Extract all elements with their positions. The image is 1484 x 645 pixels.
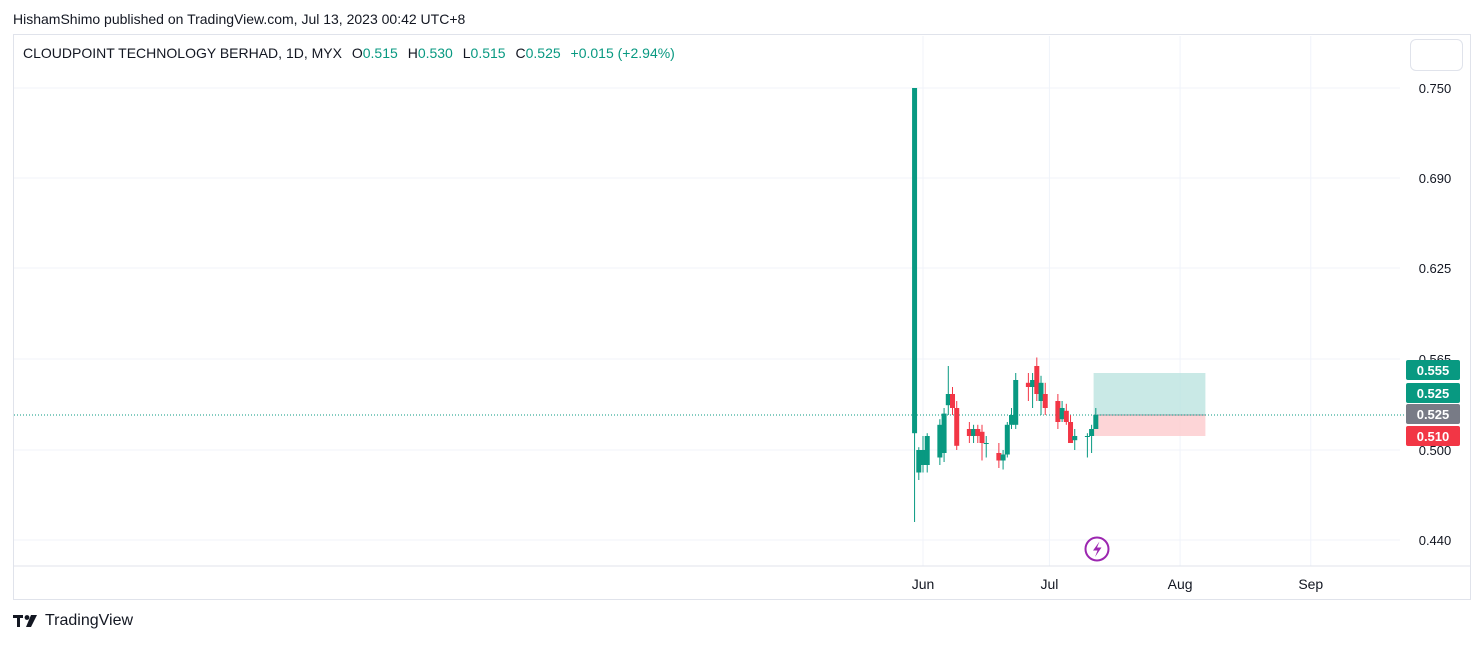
candle-body [1038, 382, 1044, 401]
candle-body [950, 394, 956, 408]
candle-body [996, 453, 1002, 461]
candle-body [1030, 380, 1036, 387]
candle-body [920, 450, 926, 465]
open-value: 0.515 [362, 45, 398, 61]
tradingview-brand: TradingView [45, 612, 134, 629]
stop-zone [1093, 415, 1206, 436]
candle-body [941, 413, 947, 453]
candle-body [979, 431, 985, 443]
candle-body [1089, 429, 1095, 436]
candle-body [1072, 436, 1078, 441]
price-badge-entry [1406, 383, 1460, 403]
candle-body [966, 429, 972, 436]
candle-body [983, 443, 989, 444]
price-badges: 0.555 0.525 0.525 0.510 [1406, 360, 1460, 446]
price-tick-label: 0.500 [1419, 443, 1452, 458]
price-tick-label: 0.690 [1419, 171, 1452, 186]
price-tick-label: 0.625 [1419, 261, 1452, 276]
price-badge-text: 0.525 [1417, 386, 1450, 401]
long-position-tool [1093, 373, 1206, 436]
price-badge-target [1406, 360, 1460, 380]
time-tick-label: Jul [1040, 576, 1058, 592]
time-tick-label: Sep [1298, 576, 1323, 592]
chart-settings-button[interactable] [1410, 39, 1463, 71]
candle-body [945, 394, 951, 406]
candle-body [912, 88, 918, 434]
price-tick-label: 0.440 [1419, 533, 1452, 548]
candle-body [971, 429, 977, 436]
candle-body [1034, 366, 1040, 394]
candle-body [1068, 422, 1074, 443]
open-label: O [351, 45, 363, 61]
candle-body [954, 408, 960, 446]
high-value: 0.530 [417, 45, 453, 61]
candle-body [1013, 380, 1019, 425]
candles [912, 88, 1099, 522]
time-axis: Jun Jul Aug Sep [912, 576, 1324, 592]
symbol-name: CLOUDPOINT TECHNOLOGY BERHAD, 1D, MYX [23, 45, 342, 61]
close-label: C [515, 45, 526, 61]
candle-body [937, 424, 943, 458]
price-badge-text: 0.555 [1417, 363, 1450, 378]
candle-body [1025, 382, 1031, 387]
low-value: 0.515 [470, 45, 506, 61]
candle-body [1000, 454, 1006, 461]
candle-body [1042, 394, 1048, 408]
close-value: 0.525 [525, 45, 561, 61]
price-badge-stop [1406, 426, 1460, 446]
high-label: H [407, 45, 418, 61]
low-label: L [462, 45, 471, 61]
candle-body [916, 450, 922, 473]
candle-body [1009, 415, 1015, 425]
publisher-line: HishamShimo published on TradingView.com… [13, 11, 466, 27]
target-zone [1093, 373, 1206, 415]
time-tick-label: Jun [912, 576, 935, 592]
price-tick-label: 0.750 [1419, 81, 1452, 96]
tradingview-logo-icon [13, 615, 37, 627]
candle-body [1063, 410, 1069, 422]
candle-body [1004, 424, 1010, 455]
price-badge-current [1406, 404, 1460, 424]
price-badge-text: 0.525 [1417, 407, 1450, 422]
candle-body [975, 429, 981, 436]
symbol-legend: CLOUDPOINT TECHNOLOGY BERHAD, 1D, MYX O0… [23, 45, 675, 61]
candle-body [924, 436, 930, 465]
change-value: +0.015 (+2.94%) [570, 45, 675, 61]
footer-branding: TradingView [13, 612, 133, 630]
candle-body [1084, 436, 1090, 437]
candle-body [1093, 415, 1099, 429]
candle-body [1055, 401, 1061, 422]
price-badge-text: 0.510 [1417, 429, 1450, 444]
candle-body [1059, 408, 1065, 420]
chart-grid [14, 36, 1400, 566]
time-tick-label: Aug [1168, 576, 1193, 592]
chart-frame [13, 34, 1471, 600]
lightning-icon[interactable] [1084, 536, 1110, 562]
